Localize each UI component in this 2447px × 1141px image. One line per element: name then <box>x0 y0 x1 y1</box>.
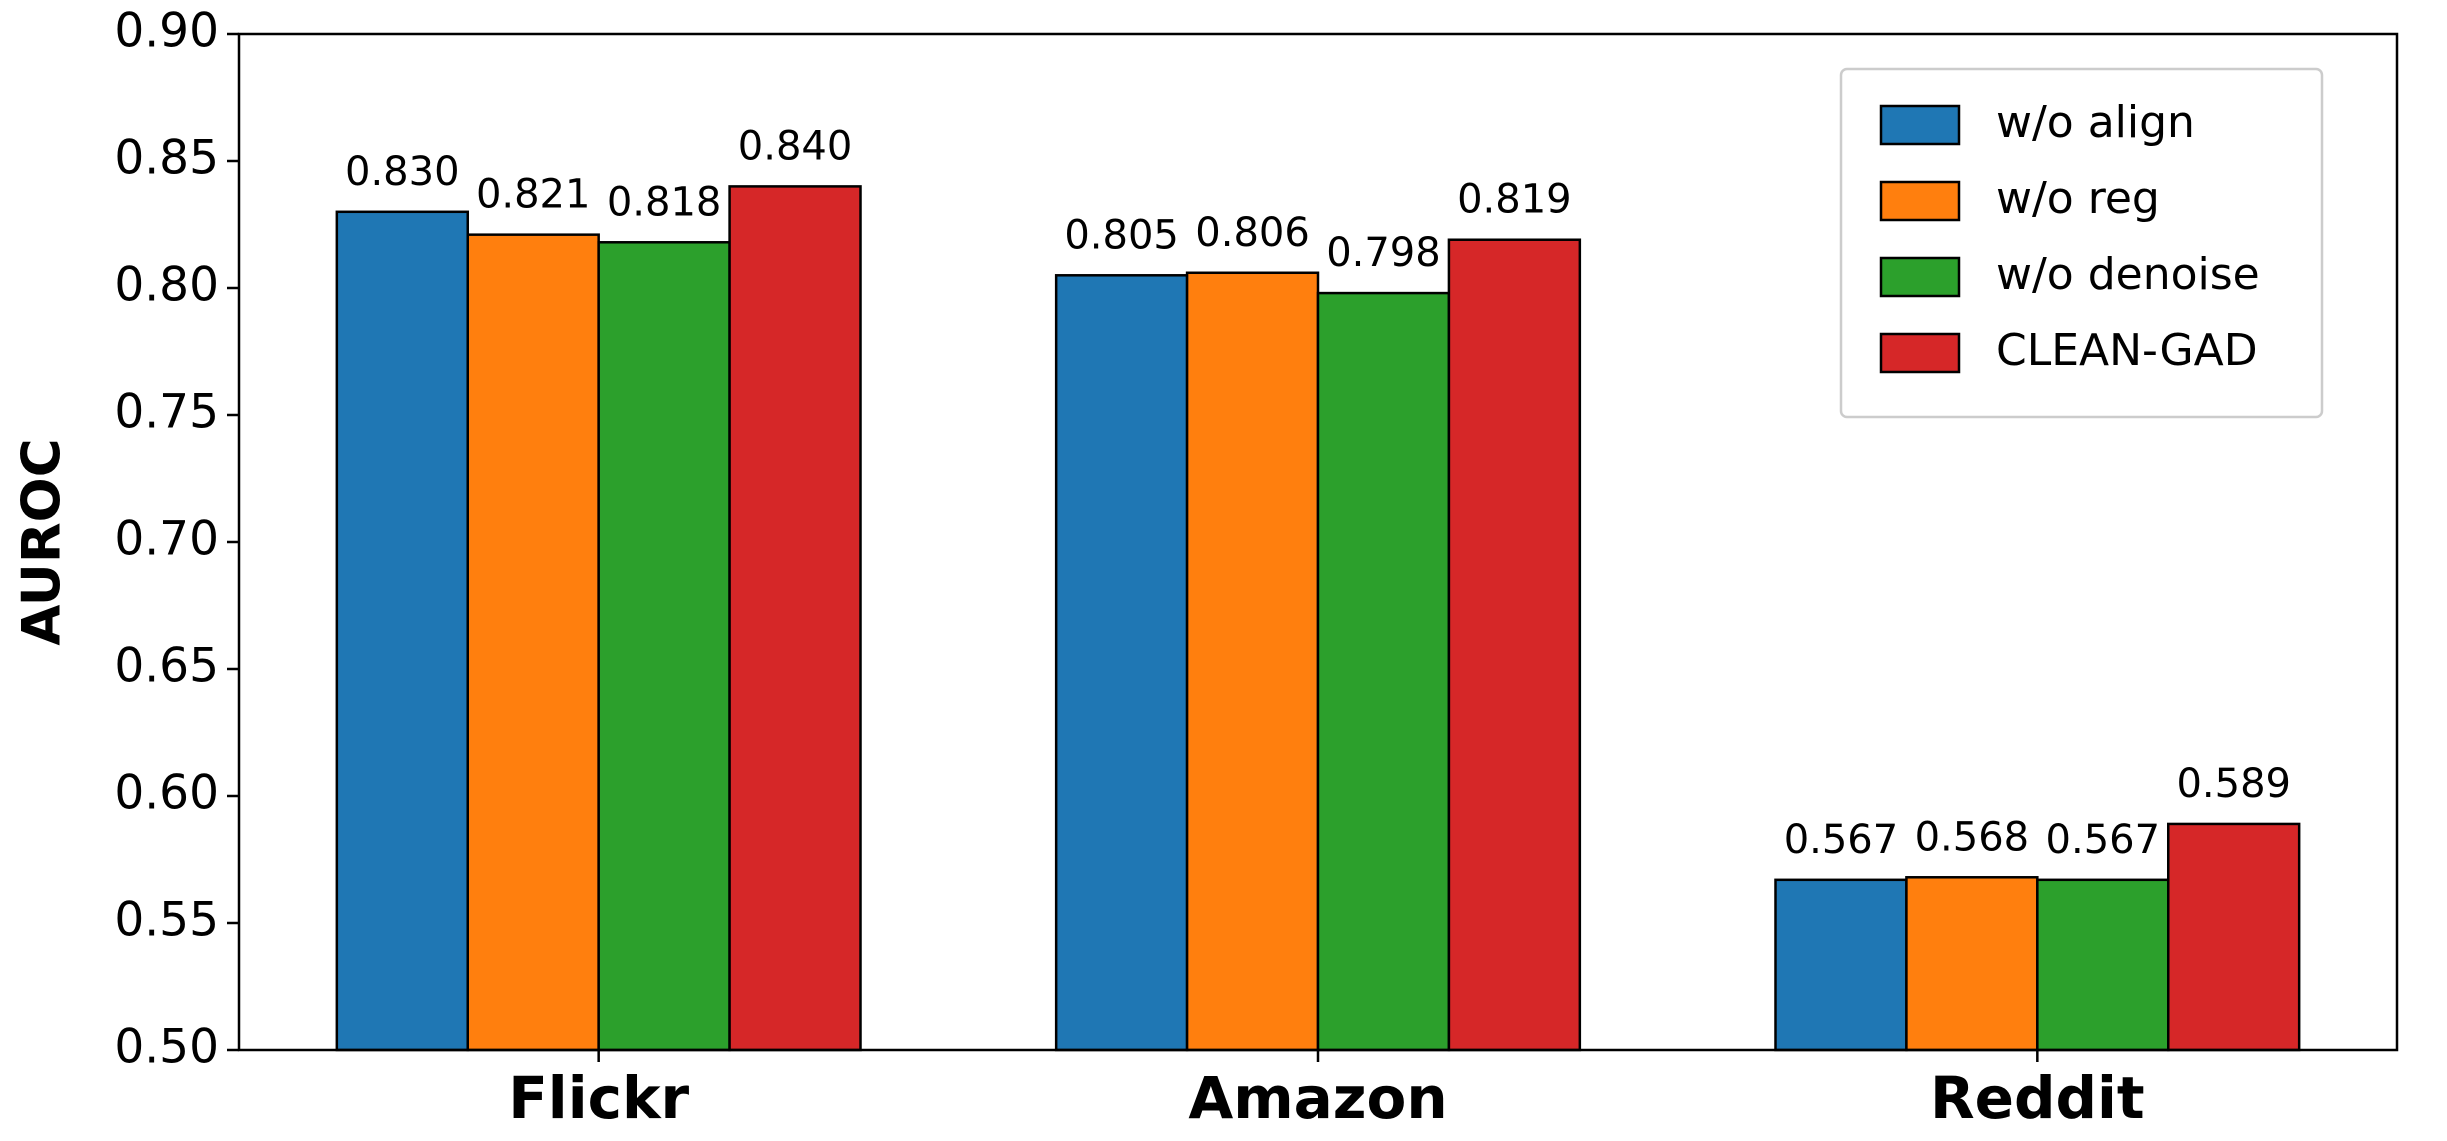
value-label: 0.818 <box>607 179 722 225</box>
bar <box>2167 822 2301 1052</box>
value-label: 0.840 <box>738 123 853 169</box>
y-tick-label: 0.90 <box>114 4 219 59</box>
bar <box>1774 878 1908 1052</box>
bar <box>1316 291 1451 1052</box>
y-tick-label: 0.70 <box>114 512 219 567</box>
y-axis-label: AUROC <box>12 438 73 645</box>
y-tick-label: 0.55 <box>114 893 219 948</box>
x-tick-label: Amazon <box>1188 1064 1447 1132</box>
legend-swatch <box>1879 256 1961 298</box>
y-tick-label: 0.60 <box>114 766 219 821</box>
value-label: 0.567 <box>2046 817 2161 863</box>
bar <box>728 185 862 1052</box>
value-label: 0.589 <box>2176 761 2291 807</box>
legend-swatch <box>1879 332 1961 374</box>
bar <box>1054 274 1189 1052</box>
y-tick-label: 0.75 <box>114 385 219 440</box>
plot-frame <box>237 32 2399 1052</box>
value-label: 0.798 <box>1326 230 1441 276</box>
x-tick-label: Flickr <box>508 1064 689 1132</box>
bar <box>1185 271 1320 1052</box>
bar <box>466 233 600 1052</box>
value-label: 0.819 <box>1457 177 1572 223</box>
bar <box>1447 238 1582 1052</box>
x-tick-label: Reddit <box>1930 1064 2145 1132</box>
bar <box>1905 876 2039 1052</box>
y-tick-label: 0.65 <box>114 639 219 694</box>
bar <box>2036 878 2170 1052</box>
value-label: 0.806 <box>1195 210 1310 256</box>
legend-label: w/o align <box>1996 97 2195 148</box>
y-tick-label: 0.85 <box>114 131 219 186</box>
bar <box>597 241 731 1052</box>
legend-swatch <box>1879 104 1961 146</box>
y-tick-label: 0.80 <box>114 258 219 313</box>
bar <box>335 210 469 1052</box>
value-label: 0.830 <box>345 149 460 195</box>
legend-swatch <box>1879 180 1961 222</box>
legend-label: w/o reg <box>1996 173 2160 224</box>
value-label: 0.805 <box>1064 212 1179 258</box>
legend-label: CLEAN-GAD <box>1996 325 2258 376</box>
legend-label: w/o denoise <box>1996 249 2260 300</box>
legend-box <box>1839 67 2324 419</box>
value-label: 0.568 <box>1915 814 2030 860</box>
y-tick-label: 0.50 <box>114 1020 219 1075</box>
value-label: 0.821 <box>476 172 591 218</box>
value-label: 0.567 <box>1784 817 1899 863</box>
